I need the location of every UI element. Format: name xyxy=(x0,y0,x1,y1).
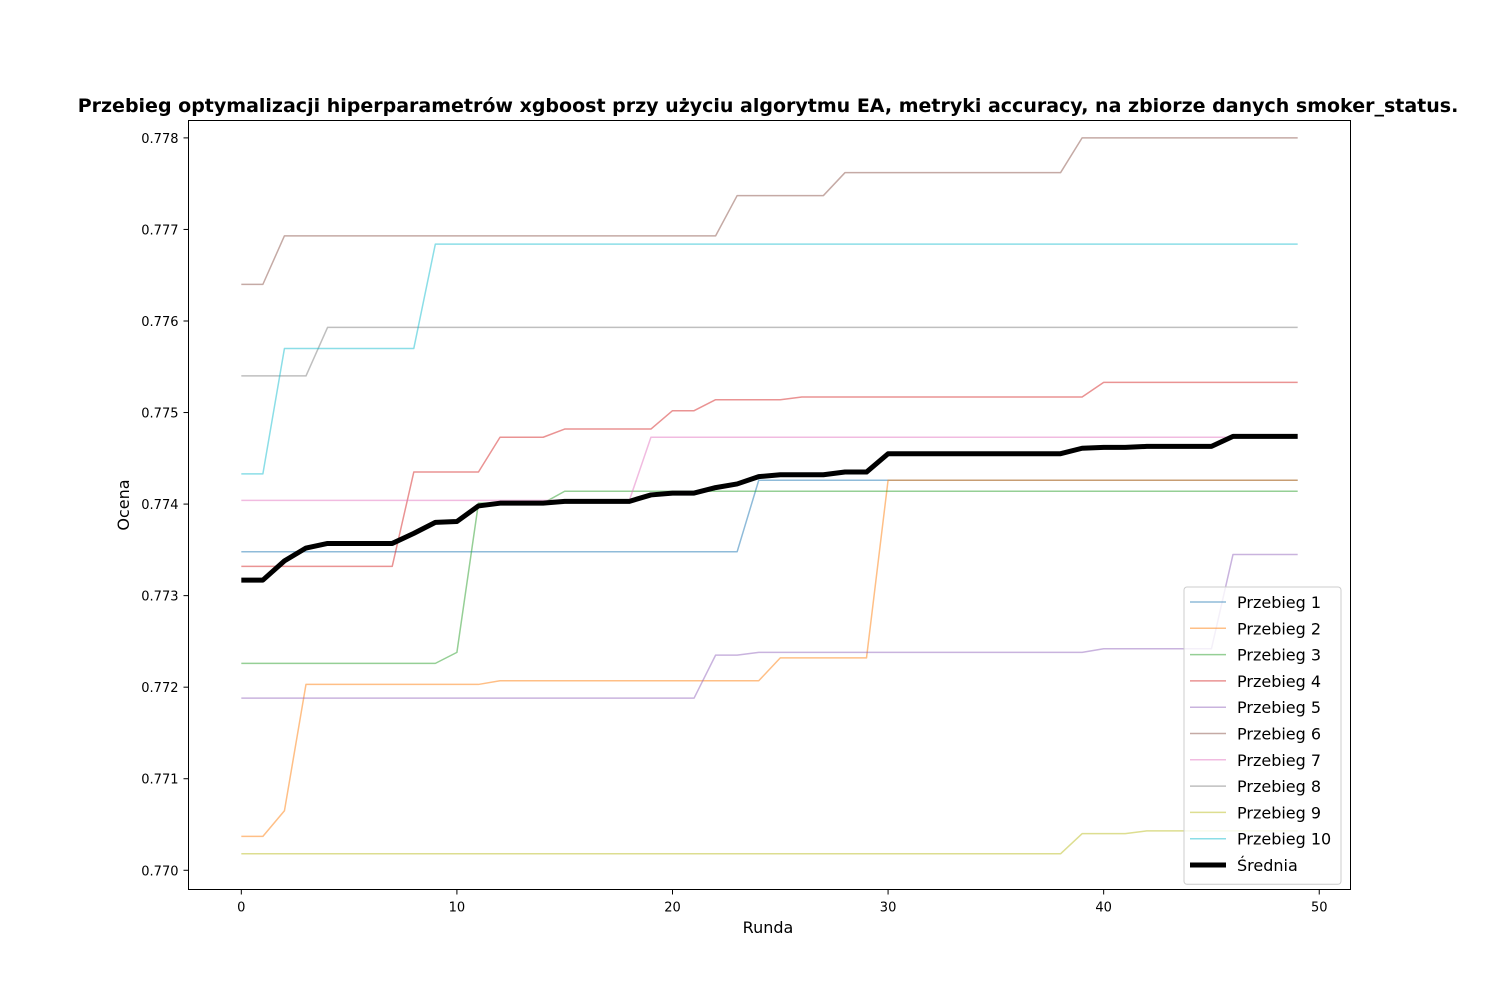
legend: Przebieg 1 Przebieg 2 Przebieg 3 Przebieg 4… xyxy=(1183,586,1342,885)
series-line-10 xyxy=(241,243,1298,475)
x-tick-label: 40 xyxy=(1095,901,1112,916)
series-line-3 xyxy=(241,490,1298,665)
legend-label-9: Przebieg 9 xyxy=(1237,803,1321,822)
y-axis: 0.770 0.771 0.772 0.773 0.774 0.775 0.776 0.777… xyxy=(141,132,189,879)
x-tick-label: 0 xyxy=(237,901,245,916)
y-axis-label: Ocena xyxy=(114,479,133,530)
chart-title: Przebieg optymalizacji hiperparametrów x… xyxy=(78,95,1459,117)
series-line-4 xyxy=(241,381,1298,568)
y-tick-label: 0.770 xyxy=(141,864,178,879)
series-line-6 xyxy=(241,137,1298,286)
x-tick-label: 20 xyxy=(664,901,681,916)
axes-frame xyxy=(188,120,1351,890)
legend-label-5: Przebieg 5 xyxy=(1237,698,1321,717)
legend-label-11: Średnia xyxy=(1237,856,1298,875)
legend-label-8: Przebieg 8 xyxy=(1237,777,1321,796)
y-tick-label: 0.778 xyxy=(141,132,178,147)
y-tick-label: 0.777 xyxy=(141,223,178,238)
x-axis: 0 10 20 30 40 50 xyxy=(237,889,1328,916)
y-tick-label: 0.775 xyxy=(141,407,178,422)
y-tick-label: 0.772 xyxy=(141,681,178,696)
legend-label-4: Przebieg 4 xyxy=(1237,672,1321,691)
y-tick-label: 0.776 xyxy=(141,315,178,330)
y-tick-label: 0.771 xyxy=(141,773,178,788)
plot-area xyxy=(241,137,1298,855)
legend-label-1: Przebieg 1 xyxy=(1237,593,1321,612)
series-line-5 xyxy=(241,553,1298,699)
legend-label-10: Przebieg 10 xyxy=(1237,830,1331,849)
x-tick-label: 30 xyxy=(880,901,897,916)
x-tick-label: 50 xyxy=(1311,901,1328,916)
y-tick-label: 0.773 xyxy=(141,590,178,605)
series-line-7 xyxy=(241,436,1298,502)
legend-box xyxy=(1183,586,1342,885)
legend-label-7: Przebieg 7 xyxy=(1237,751,1321,770)
x-tick-label: 10 xyxy=(449,901,466,916)
series-line-2 xyxy=(241,479,1298,838)
legend-label-6: Przebieg 6 xyxy=(1237,725,1321,744)
legend-label-2: Przebieg 2 xyxy=(1237,619,1321,638)
series-line-11 xyxy=(241,433,1298,583)
legend-label-3: Przebieg 3 xyxy=(1237,646,1321,665)
series-line-9 xyxy=(241,830,1298,855)
y-tick-label: 0.774 xyxy=(141,498,178,513)
x-axis-label: Runda xyxy=(743,918,794,937)
